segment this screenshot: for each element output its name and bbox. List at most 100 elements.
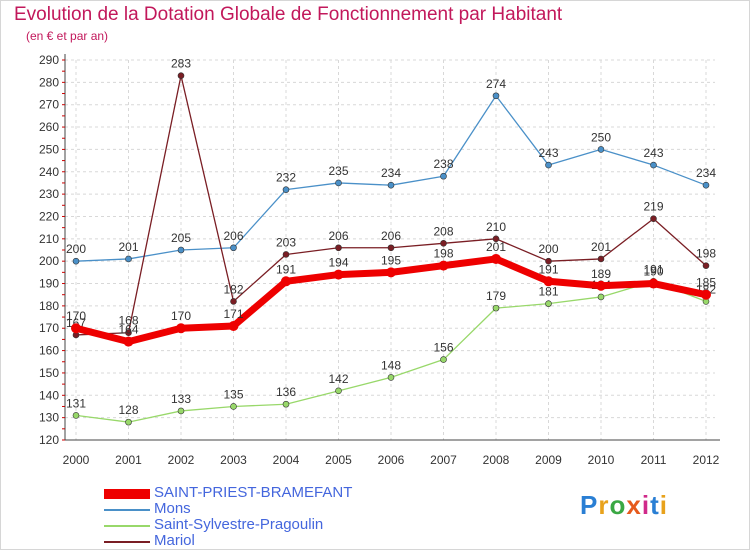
data-label-saint-sylvestre-pragoulin: 179: [486, 289, 506, 303]
data-label-saint-priest-bramefant: 191: [276, 262, 296, 276]
legend-swatch: [104, 541, 150, 543]
data-point-saint-sylvestre-pragoulin: [177, 407, 185, 415]
data-point-mariol: [282, 251, 290, 258]
data-point-saint-priest-bramefant: [596, 280, 606, 291]
logo-letter: i: [659, 490, 668, 520]
logo-letter: o: [609, 490, 627, 520]
data-label-mariol: 201: [591, 240, 611, 254]
data-label-mariol: 206: [381, 229, 401, 243]
y-tick-label: 210: [39, 232, 59, 246]
data-label-saint-sylvestre-pragoulin: 136: [276, 385, 296, 399]
data-label-saint-priest-bramefant: 164: [118, 323, 138, 337]
data-point-saint-priest-bramefant: [228, 321, 239, 331]
data-label-mariol: 203: [276, 235, 296, 249]
x-tick-label: 2010: [588, 453, 615, 467]
data-label-mons: 238: [433, 157, 453, 171]
data-point-mariol: [545, 257, 552, 265]
data-point-mons: [492, 92, 500, 100]
data-point-mons: [72, 257, 80, 265]
data-label-mariol: 208: [433, 224, 453, 238]
data-label-mons: 234: [696, 166, 716, 180]
legend-swatch: [104, 525, 150, 527]
data-point-mariol: [650, 215, 657, 223]
data-label-mariol: 198: [696, 247, 716, 261]
y-tick-label: 170: [39, 321, 59, 335]
data-label-saint-priest-bramefant: 190: [643, 265, 663, 279]
y-tick-label: 290: [39, 53, 59, 67]
data-point-saint-sylvestre-pragoulin: [72, 412, 80, 419]
proxiti-logo: Proxiti: [580, 490, 668, 521]
data-point-saint-priest-bramefant: [386, 267, 396, 278]
data-label-mons: 243: [643, 146, 663, 160]
data-point-saint-priest-bramefant: [438, 260, 449, 271]
legend-swatch: [104, 509, 150, 511]
data-label-mariol: 219: [643, 200, 663, 214]
data-label-mariol: 283: [171, 57, 191, 71]
data-label-saint-sylvestre-pragoulin: 148: [381, 358, 401, 372]
data-label-mons: 232: [276, 171, 296, 185]
legend-swatch: [104, 489, 150, 499]
logo-letter: t: [650, 490, 660, 520]
data-label-saint-sylvestre-pragoulin: 181: [538, 285, 558, 299]
data-point-saint-priest-bramefant: [123, 336, 134, 347]
data-label-mons: 201: [118, 240, 138, 254]
data-point-saint-priest-bramefant: [701, 289, 711, 300]
data-point-mariol: [125, 329, 132, 337]
chart-title: Evolution de la Dotation Globale de Fonc…: [14, 4, 563, 25]
data-point-saint-sylvestre-pragoulin: [282, 400, 290, 408]
data-label-mons: 200: [66, 242, 86, 256]
data-label-saint-priest-bramefant: 185: [696, 276, 716, 290]
y-tick-label: 250: [39, 142, 59, 156]
data-point-mons: [702, 181, 710, 189]
data-label-mons: 235: [328, 164, 348, 178]
x-tick-label: 2004: [273, 453, 300, 467]
data-point-mariol: [387, 244, 395, 252]
data-label-saint-sylvestre-pragoulin: 128: [118, 403, 138, 417]
y-tick-label: 220: [39, 209, 59, 223]
data-label-saint-priest-bramefant: 195: [381, 253, 401, 267]
data-label-mons: 234: [381, 166, 401, 180]
data-label-saint-priest-bramefant: 170: [171, 309, 191, 323]
x-tick-label: 2005: [325, 453, 352, 467]
data-point-mons: [177, 246, 185, 254]
data-label-saint-sylvestre-pragoulin: 191: [643, 262, 663, 276]
x-tick-label: 2008: [483, 453, 510, 467]
y-tick-label: 190: [39, 277, 59, 291]
y-tick-label: 150: [39, 366, 59, 380]
data-point-saint-priest-bramefant: [176, 323, 186, 334]
data-point-saint-sylvestre-pragoulin: [545, 300, 552, 307]
x-tick-label: 2001: [115, 453, 142, 467]
data-label-mons: 206: [223, 229, 243, 243]
data-label-saint-sylvestre-pragoulin: 135: [223, 387, 243, 401]
data-point-mons: [545, 161, 552, 169]
data-point-saint-priest-bramefant: [648, 278, 659, 289]
data-label-saint-priest-bramefant: 201: [486, 240, 506, 254]
data-label-saint-priest-bramefant: 194: [328, 256, 348, 270]
data-label-saint-priest-bramefant: 191: [538, 262, 558, 276]
y-tick-label: 160: [39, 344, 59, 358]
data-point-saint-sylvestre-pragoulin: [440, 356, 447, 363]
data-point-mons: [440, 172, 447, 180]
y-tick-label: 280: [39, 75, 59, 89]
y-tick-label: 260: [39, 120, 59, 134]
legend-label: Mons: [154, 500, 191, 517]
legend-label: Mariol: [154, 532, 195, 549]
data-label-mons: 274: [486, 77, 506, 91]
x-tick-label: 2011: [641, 453, 667, 467]
data-point-saint-sylvestre-pragoulin: [492, 304, 500, 312]
x-tick-label: 2000: [63, 453, 90, 467]
data-label-saint-sylvestre-pragoulin: 133: [171, 392, 191, 406]
y-tick-label: 230: [39, 187, 59, 201]
data-point-mariol: [440, 239, 447, 247]
data-label-saint-sylvestre-pragoulin: 131: [66, 396, 86, 410]
data-point-mariol: [492, 235, 500, 243]
data-label-saint-sylvestre-pragoulin: 156: [433, 341, 453, 355]
data-label-saint-sylvestre-pragoulin: 142: [328, 372, 348, 386]
legend-label: Saint-Sylvestre-Pragoulin: [154, 516, 324, 533]
data-point-saint-priest-bramefant: [543, 276, 554, 287]
data-label-saint-priest-bramefant: 171: [223, 307, 243, 321]
x-tick-label: 2002: [168, 453, 195, 467]
data-label-mons: 250: [591, 130, 611, 144]
x-tick-label: 2007: [430, 453, 457, 467]
data-label-mons: 243: [538, 146, 558, 160]
